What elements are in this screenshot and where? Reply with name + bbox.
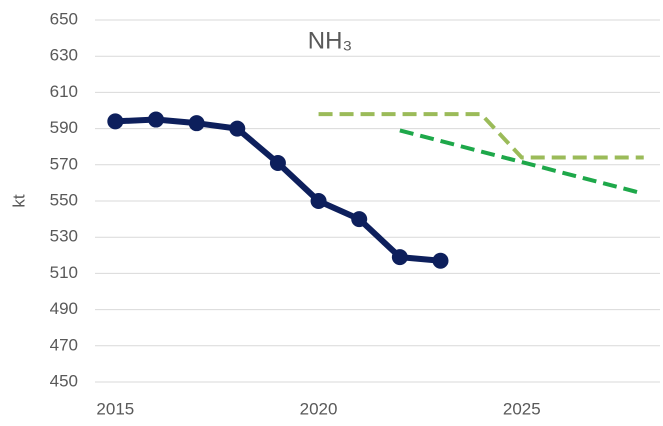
line: [115, 116, 441, 264]
y-tick-label: 570: [50, 154, 78, 173]
y-axis-label: kt: [9, 194, 28, 208]
x-tick-label: 2025: [503, 399, 541, 418]
y-tick-label: 450: [50, 371, 78, 390]
point: [188, 115, 205, 132]
y-tick-label: 590: [50, 118, 78, 137]
y-tick-label: 490: [50, 299, 78, 318]
y-tick-label: 650: [50, 9, 78, 28]
x-tick-label: 2020: [300, 399, 338, 418]
y-tick-label: 530: [50, 227, 78, 246]
line: [318, 112, 644, 160]
y-tick-label: 470: [50, 335, 78, 354]
point: [107, 113, 124, 130]
y-tick-label: 630: [50, 46, 78, 65]
y-tick-label: 610: [50, 82, 78, 101]
point: [310, 193, 327, 209]
point: [391, 249, 408, 266]
point: [229, 120, 246, 137]
point: [269, 154, 286, 171]
point: [432, 252, 449, 269]
point: [351, 211, 368, 228]
y-tick-label: 510: [50, 263, 78, 282]
y-tick-label: 550: [50, 190, 78, 209]
point: [147, 111, 164, 128]
line: [399, 128, 645, 196]
chart-title: NH₃: [308, 27, 352, 54]
x-tick-label: 2015: [96, 399, 134, 418]
